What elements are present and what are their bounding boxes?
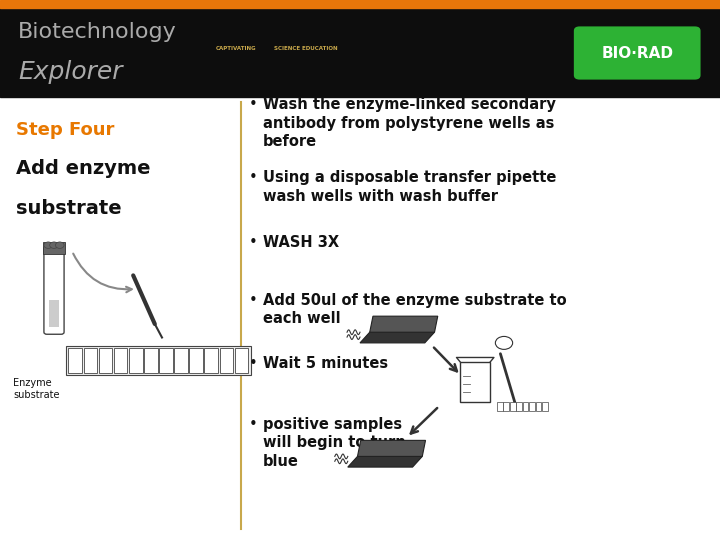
Circle shape bbox=[55, 242, 64, 248]
Bar bbox=[529, 402, 535, 411]
Bar bbox=[144, 348, 158, 373]
Text: CAPTIVATING: CAPTIVATING bbox=[216, 46, 256, 51]
Text: BIO·RAD: BIO·RAD bbox=[601, 45, 673, 60]
Bar bbox=[460, 362, 490, 402]
Bar bbox=[510, 402, 516, 411]
Bar bbox=[536, 402, 541, 411]
Text: positive samples
will begin to turn
blue: positive samples will begin to turn blue bbox=[263, 417, 405, 469]
Text: WASH 3X: WASH 3X bbox=[263, 235, 339, 250]
Text: Wait 5 minutes: Wait 5 minutes bbox=[263, 356, 388, 372]
Bar bbox=[0, 97, 720, 540]
Text: •: • bbox=[249, 356, 258, 372]
Bar bbox=[497, 402, 503, 411]
Polygon shape bbox=[358, 441, 426, 456]
Bar bbox=[49, 300, 59, 327]
Bar bbox=[99, 348, 112, 373]
Bar bbox=[516, 402, 522, 411]
Polygon shape bbox=[360, 332, 435, 343]
Text: Biotechnology: Biotechnology bbox=[18, 22, 176, 42]
Text: •: • bbox=[249, 235, 258, 250]
FancyBboxPatch shape bbox=[44, 246, 64, 334]
Polygon shape bbox=[348, 456, 422, 467]
Polygon shape bbox=[370, 316, 438, 332]
Bar bbox=[114, 348, 127, 373]
Bar bbox=[189, 348, 203, 373]
Bar bbox=[235, 348, 248, 373]
Bar bbox=[0, 8, 720, 97]
Text: SCIENCE EDUCATION: SCIENCE EDUCATION bbox=[274, 46, 337, 51]
Text: Explorer: Explorer bbox=[18, 60, 122, 84]
Text: Add 50ul of the enzyme substrate to
each well: Add 50ul of the enzyme substrate to each… bbox=[263, 293, 567, 326]
Circle shape bbox=[495, 336, 513, 349]
Bar bbox=[503, 402, 509, 411]
Text: Add enzyme: Add enzyme bbox=[16, 159, 150, 178]
Bar bbox=[43, 242, 65, 254]
Circle shape bbox=[44, 242, 53, 248]
Text: •: • bbox=[249, 97, 258, 112]
Text: Wash the enzyme-linked secondary
antibody from polystyrene wells as
before: Wash the enzyme-linked secondary antibod… bbox=[263, 97, 556, 150]
Bar bbox=[159, 348, 173, 373]
Text: Using a disposable transfer pipette
wash wells with wash buffer: Using a disposable transfer pipette wash… bbox=[263, 170, 556, 204]
Bar bbox=[523, 402, 528, 411]
Bar bbox=[84, 348, 97, 373]
Bar bbox=[66, 346, 251, 375]
FancyBboxPatch shape bbox=[574, 26, 701, 79]
Circle shape bbox=[50, 242, 58, 248]
Bar bbox=[542, 402, 548, 411]
Text: •: • bbox=[249, 170, 258, 185]
Bar bbox=[174, 348, 188, 373]
Bar bbox=[204, 348, 218, 373]
Text: Step Four: Step Four bbox=[16, 121, 114, 139]
Text: substrate: substrate bbox=[16, 199, 122, 218]
Text: •: • bbox=[249, 293, 258, 308]
Bar bbox=[0, 0, 720, 8]
Bar bbox=[129, 348, 143, 373]
Text: Enzyme
substrate: Enzyme substrate bbox=[13, 378, 60, 400]
Bar bbox=[68, 348, 82, 373]
Bar bbox=[220, 348, 233, 373]
Text: •: • bbox=[249, 417, 258, 432]
